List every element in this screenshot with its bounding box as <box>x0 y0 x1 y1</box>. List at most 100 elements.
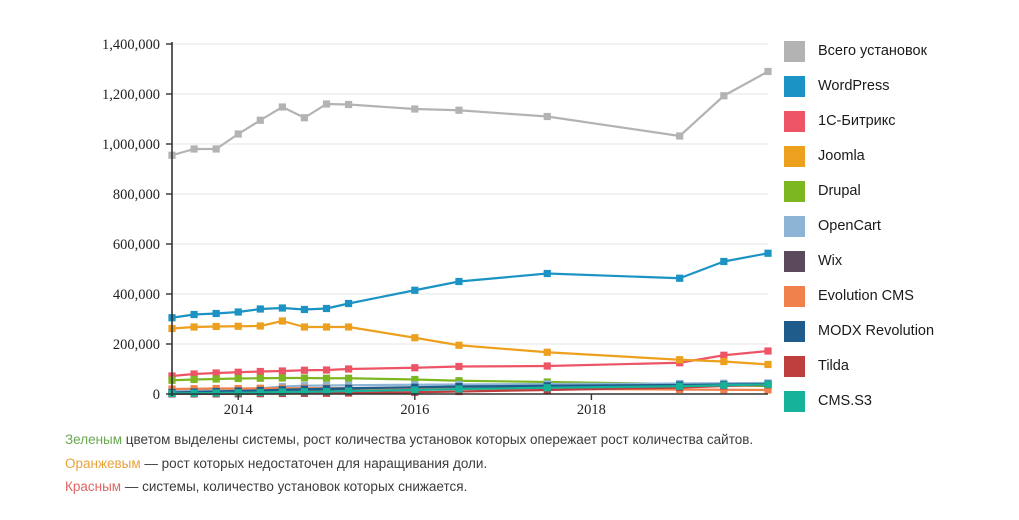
data-point-marker <box>256 116 264 124</box>
legend-item[interactable]: Wix <box>784 244 1012 279</box>
data-point-marker <box>764 249 772 257</box>
legend-item[interactable]: Evolution CMS <box>784 279 1012 314</box>
data-point-marker <box>344 374 353 382</box>
data-point-marker <box>764 360 772 369</box>
legend-color-swatch <box>784 391 805 412</box>
x-tick-label: 2018 <box>577 402 606 418</box>
data-point-marker <box>411 105 419 113</box>
data-point-marker <box>344 365 353 373</box>
data-point-marker <box>212 375 220 383</box>
data-point-marker <box>278 374 286 382</box>
data-point-marker <box>190 310 198 319</box>
data-point-marker <box>190 375 198 384</box>
data-point-marker <box>764 67 772 76</box>
data-point-marker <box>234 389 242 397</box>
footnote-red-highlight: Красным <box>65 479 122 494</box>
legend-color-swatch <box>784 216 805 237</box>
data-point-marker <box>411 286 419 294</box>
data-point-marker <box>543 112 551 121</box>
legend-item[interactable]: WordPress <box>784 69 1012 104</box>
data-point-marker <box>455 277 463 286</box>
data-point-marker <box>212 145 220 153</box>
y-tick-label: 200,000 <box>113 337 160 353</box>
data-point-marker <box>190 323 198 331</box>
data-point-marker <box>322 100 331 108</box>
y-tick-label: 1,000,000 <box>102 137 160 153</box>
legend-item[interactable]: CMS.S3 <box>784 384 1012 419</box>
y-tick-label: 1,400,000 <box>102 37 160 53</box>
data-point-marker <box>300 323 309 331</box>
legend-item[interactable]: Joomla <box>784 139 1012 174</box>
data-point-marker <box>676 132 684 140</box>
data-point-marker <box>212 322 220 331</box>
legend-item[interactable]: OpenCart <box>784 209 1012 244</box>
data-point-marker <box>764 347 772 355</box>
data-point-marker <box>720 386 728 394</box>
x-tick-label: 2016 <box>400 402 429 418</box>
data-point-marker <box>322 374 331 382</box>
legend-color-swatch <box>784 146 805 167</box>
legend-item[interactable]: 1С-Битрикс <box>784 104 1012 139</box>
data-point-marker <box>455 377 463 385</box>
legend-color-swatch <box>784 321 805 342</box>
legend-item[interactable]: Всего установок <box>784 34 1012 69</box>
x-axis-tick-labels: 2014 2016 2018 <box>224 402 606 418</box>
legend-item-label: OpenCart <box>818 218 881 235</box>
legend-item-label: CMS.S3 <box>818 393 872 410</box>
footnotes: Зеленым цветом выделены системы, рост ко… <box>65 428 965 499</box>
data-point-marker <box>322 366 331 374</box>
data-point-marker <box>256 322 264 330</box>
legend-item-label: Drupal <box>818 183 861 200</box>
footnote-line-orange: Оранжевым — рост которых недостаточен дл… <box>65 452 965 476</box>
data-point-marker <box>676 356 684 364</box>
footnote-orange-text: — рост которых недостаточен для наращива… <box>140 455 488 471</box>
data-point-marker <box>411 364 419 372</box>
data-point-marker <box>234 130 242 138</box>
legend-item-label: Всего установок <box>818 43 927 60</box>
data-point-marker <box>278 388 286 396</box>
x-tick-label: 2014 <box>224 402 254 418</box>
data-point-marker <box>212 309 220 318</box>
data-point-marker <box>344 299 353 308</box>
legend-item[interactable]: MODX Revolution <box>784 314 1012 349</box>
legend-item-label: Tilda <box>818 358 849 375</box>
footnote-line-green: Зеленым цветом выделены системы, рост ко… <box>65 428 965 452</box>
legend-item-label: Evolution CMS <box>818 288 914 305</box>
axis-lines <box>166 42 768 400</box>
data-point-marker <box>411 386 419 394</box>
legend-item-label: WordPress <box>818 78 890 95</box>
legend-item[interactable]: Tilda <box>784 349 1012 384</box>
data-point-marker <box>543 269 551 278</box>
data-point-marker <box>256 367 264 376</box>
data-point-marker <box>212 369 220 377</box>
data-point-marker <box>543 348 551 356</box>
legend-color-swatch <box>784 251 805 272</box>
y-axis-tick-labels: 0 200,000 400,000 600,000 800,000 1,000,000 1,… <box>102 37 160 403</box>
footnote-green-text: цветом выделены системы, рост количества… <box>122 432 754 447</box>
y-tick-label: 600,000 <box>113 237 160 253</box>
line-chart: 0 200,000 400,000 600,000 800,000 1,000,000 1,… <box>102 37 772 418</box>
legend-color-swatch <box>784 111 805 132</box>
data-point-marker <box>720 92 728 100</box>
y-tick-label: 1,200,000 <box>102 87 160 103</box>
data-point-marker <box>190 370 198 378</box>
legend-item-label: MODX Revolution <box>818 323 935 340</box>
data-point-marker <box>411 375 419 384</box>
y-tick-label: 400,000 <box>113 287 160 303</box>
footnote-red-text: — системы, количество установок которых … <box>121 479 468 494</box>
data-point-marker <box>300 388 309 396</box>
data-point-marker <box>455 106 463 114</box>
legend-item[interactable]: Drupal <box>784 174 1012 209</box>
data-point-marker <box>256 305 264 313</box>
data-point-marker <box>278 304 286 312</box>
footnote-orange-highlight: Оранжевым <box>65 455 141 471</box>
series-lines <box>168 67 772 398</box>
data-point-marker <box>300 305 309 314</box>
data-point-marker <box>234 374 242 383</box>
data-point-marker <box>720 351 728 359</box>
data-point-marker <box>278 103 286 111</box>
legend-item-label: 1С-Битрикс <box>818 113 896 130</box>
data-point-marker <box>234 368 242 376</box>
data-point-marker <box>720 381 728 389</box>
